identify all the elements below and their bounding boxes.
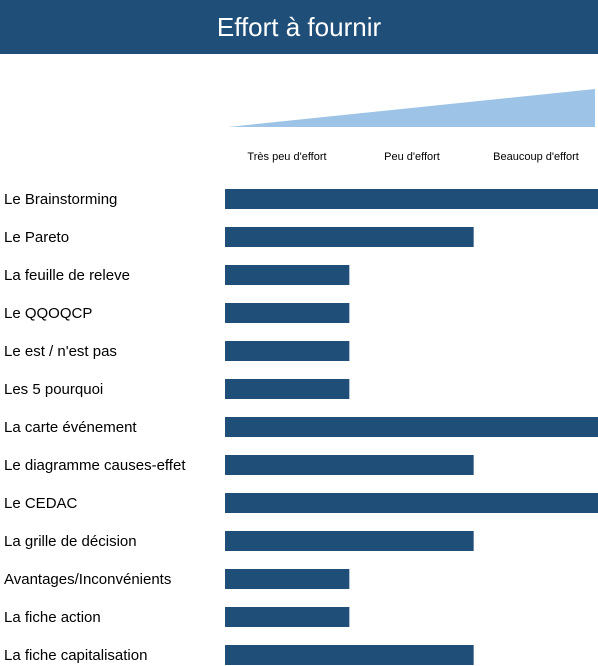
effort-bar (225, 227, 474, 247)
category-label: Les 5 pourquoi (4, 381, 103, 398)
category-label: Le QQOQCP (4, 305, 92, 322)
effort-bar (225, 645, 474, 665)
category-label: Le Brainstorming (4, 191, 117, 208)
effort-bar (225, 569, 350, 589)
chart-title: Effort à fournir (216, 11, 382, 42)
category-label: La fiche capitalisation (4, 647, 147, 664)
scale-label: Peu d'effort (384, 151, 440, 163)
effort-bar (225, 531, 474, 551)
category-label: La grille de décision (4, 533, 137, 550)
effort-bar (225, 379, 350, 399)
effort-bar (225, 265, 350, 285)
scale-label: Beaucoup d'effort (493, 151, 579, 163)
category-label: Le est / n'est pas (4, 343, 117, 360)
chart-title-bar: Effort à fournir (0, 0, 598, 54)
effort-bar (225, 189, 598, 209)
category-label: Le diagramme causes-effet (4, 457, 186, 474)
category-label: La carte événement (4, 419, 137, 436)
effort-bar (225, 455, 474, 475)
effort-bar (225, 341, 350, 361)
category-label: La fiche action (4, 609, 101, 626)
effort-bar (225, 417, 598, 437)
effort-bar (225, 493, 598, 513)
scale-label: Très peu d'effort (247, 151, 326, 163)
category-label: La feuille de releve (4, 267, 130, 284)
effort-bar (225, 607, 350, 627)
category-label: Avantages/Inconvénients (4, 571, 171, 588)
category-label: Le Pareto (4, 229, 69, 246)
effort-scale-wedge (228, 89, 595, 127)
effort-bar (225, 303, 350, 323)
category-label: Le CEDAC (4, 495, 78, 512)
